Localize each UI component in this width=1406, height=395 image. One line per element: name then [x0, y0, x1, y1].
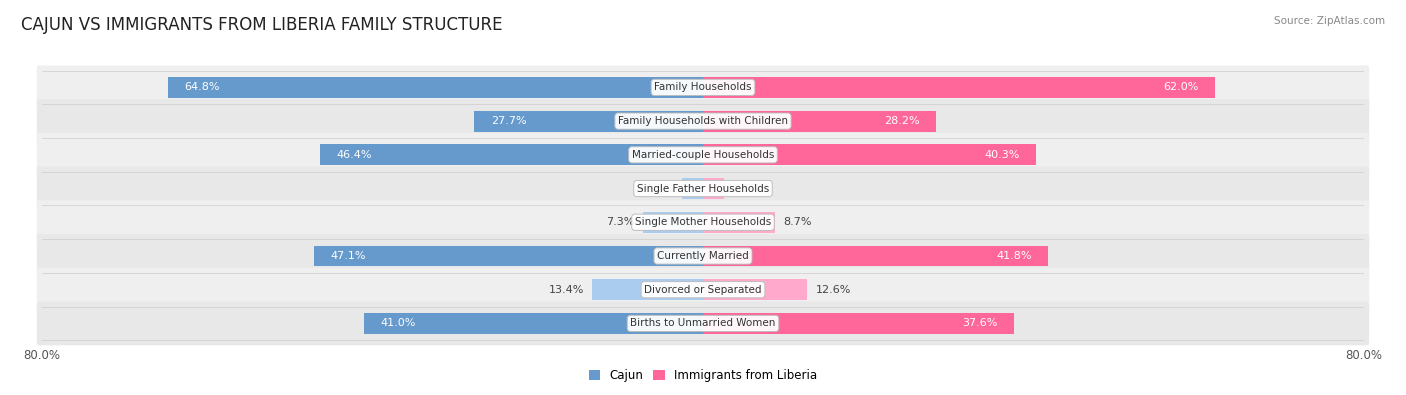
Text: 12.6%: 12.6% [815, 285, 851, 295]
Text: CAJUN VS IMMIGRANTS FROM LIBERIA FAMILY STRUCTURE: CAJUN VS IMMIGRANTS FROM LIBERIA FAMILY … [21, 16, 502, 34]
Text: 37.6%: 37.6% [962, 318, 997, 328]
Text: 40.3%: 40.3% [984, 150, 1019, 160]
Text: 28.2%: 28.2% [884, 116, 920, 126]
Bar [364, 313, 703, 334]
Text: Family Households with Children: Family Households with Children [619, 116, 787, 126]
Bar [703, 279, 807, 300]
Text: 2.5%: 2.5% [733, 184, 761, 194]
Legend: Cajun, Immigrants from Liberia: Cajun, Immigrants from Liberia [589, 369, 817, 382]
Bar [703, 111, 936, 132]
Text: Divorced or Separated: Divorced or Separated [644, 285, 762, 295]
Bar [474, 111, 703, 132]
Text: Source: ZipAtlas.com: Source: ZipAtlas.com [1274, 16, 1385, 26]
FancyBboxPatch shape [37, 268, 1369, 312]
FancyBboxPatch shape [37, 99, 1369, 143]
Text: 46.4%: 46.4% [336, 150, 371, 160]
Bar [314, 246, 703, 267]
FancyBboxPatch shape [37, 167, 1369, 211]
FancyBboxPatch shape [37, 301, 1369, 345]
Bar [703, 178, 724, 199]
FancyBboxPatch shape [37, 66, 1369, 109]
Text: 13.4%: 13.4% [548, 285, 583, 295]
Text: 41.8%: 41.8% [997, 251, 1032, 261]
Text: 2.5%: 2.5% [645, 184, 673, 194]
Bar [167, 77, 703, 98]
Bar [643, 212, 703, 233]
Text: 7.3%: 7.3% [606, 217, 634, 227]
Text: Single Mother Households: Single Mother Households [636, 217, 770, 227]
Bar [319, 144, 703, 165]
Bar [703, 77, 1215, 98]
Bar [682, 178, 703, 199]
Text: 27.7%: 27.7% [491, 116, 526, 126]
Text: 41.0%: 41.0% [381, 318, 416, 328]
Bar [592, 279, 703, 300]
Text: 62.0%: 62.0% [1163, 83, 1198, 92]
Text: Currently Married: Currently Married [657, 251, 749, 261]
Text: 47.1%: 47.1% [330, 251, 366, 261]
Text: Family Households: Family Households [654, 83, 752, 92]
Text: Married-couple Households: Married-couple Households [631, 150, 775, 160]
FancyBboxPatch shape [37, 200, 1369, 244]
Text: 64.8%: 64.8% [184, 83, 219, 92]
FancyBboxPatch shape [37, 234, 1369, 278]
Bar [703, 144, 1036, 165]
Text: 8.7%: 8.7% [783, 217, 811, 227]
Bar [703, 246, 1049, 267]
Text: Single Father Households: Single Father Households [637, 184, 769, 194]
Bar [703, 212, 775, 233]
Text: Births to Unmarried Women: Births to Unmarried Women [630, 318, 776, 328]
Bar [703, 313, 1014, 334]
FancyBboxPatch shape [37, 133, 1369, 177]
